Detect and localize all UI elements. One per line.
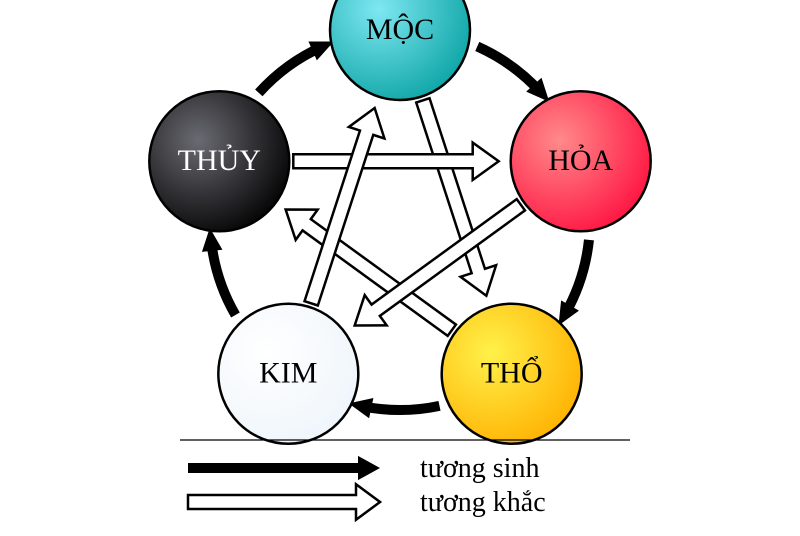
element-nodes: MỘC HỎA THỔ KIM THỦY bbox=[149, 0, 650, 444]
legend: tương sinhtương khắc bbox=[180, 440, 630, 520]
five-elements-diagram: MỘC HỎA THỔ KIM THỦY tương sinhtương khắc bbox=[0, 0, 800, 536]
element-label: HỎA bbox=[548, 144, 613, 177]
generating-arc bbox=[360, 406, 439, 410]
generating-arc bbox=[565, 240, 589, 315]
generating-arc bbox=[211, 240, 235, 315]
generating-arc bbox=[259, 46, 323, 92]
overcoming-cycle bbox=[286, 98, 525, 336]
legend-label: tương khắc bbox=[420, 487, 546, 518]
element-node-tho: THỔ bbox=[442, 304, 582, 444]
element-label: KIM bbox=[259, 357, 317, 390]
element-node-moc: MỘC bbox=[330, 0, 470, 100]
element-node-thuy: THỦY bbox=[149, 91, 289, 231]
legend-hollow-arrow bbox=[188, 484, 380, 520]
legend-label: tương sinh bbox=[420, 453, 539, 484]
element-label: THỦY bbox=[178, 144, 261, 177]
legend-solid-arrow-head bbox=[358, 456, 380, 480]
element-node-hoa: HỎA bbox=[511, 91, 651, 231]
element-node-kim: KIM bbox=[218, 304, 358, 444]
element-label: MỘC bbox=[366, 13, 434, 46]
element-label: THỔ bbox=[481, 356, 543, 390]
generating-arc bbox=[477, 46, 541, 92]
overcoming-arrow bbox=[293, 143, 498, 180]
